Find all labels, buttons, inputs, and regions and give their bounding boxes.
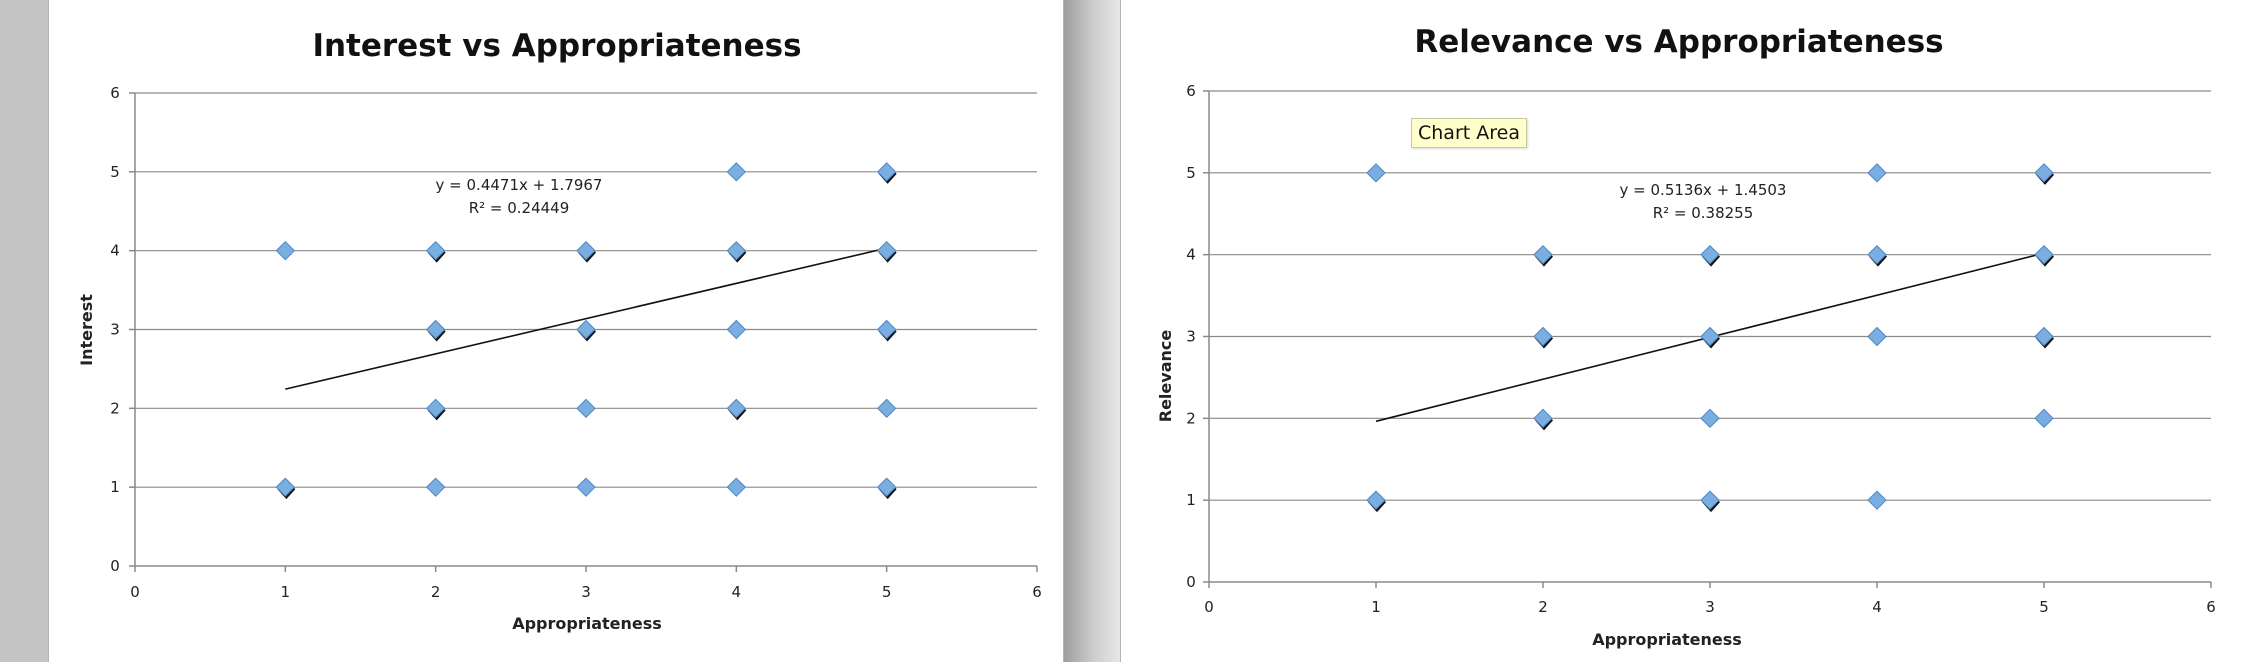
y-tick-label: 2 <box>1186 409 1196 427</box>
axes <box>1203 90 2212 588</box>
y-tick-label: 0 <box>110 557 120 575</box>
x-tick-label: 1 <box>1371 598 1381 616</box>
data-point[interactable] <box>726 477 747 497</box>
data-point[interactable] <box>876 319 897 342</box>
data-point[interactable] <box>1867 490 1887 510</box>
trendline[interactable] <box>285 247 887 390</box>
data-point[interactable] <box>726 319 747 340</box>
x-tick-label: 0 <box>1204 598 1214 616</box>
y-tick-label: 3 <box>110 321 120 339</box>
data-point[interactable] <box>1366 490 1386 513</box>
data-point[interactable] <box>2034 163 2054 185</box>
data-point[interactable] <box>1366 163 1386 183</box>
x-tick-label: 2 <box>1538 598 1548 616</box>
trendline-r-squared: R² = 0.24449 <box>469 199 570 217</box>
x-tick-label: 6 <box>2206 598 2216 616</box>
gridlines <box>135 92 1037 488</box>
x-tick-label: 0 <box>130 583 140 601</box>
chart-panel-relevance[interactable]: Relevance vs Appropriateness 0 1 2 3 4 5 6 0 1 2… <box>1120 0 2242 662</box>
relevance-scatter-chart[interactable]: Relevance vs Appropriateness 0 1 2 3 4 5 6 0 1 2… <box>1121 0 2242 662</box>
x-tick-label: 2 <box>431 583 441 601</box>
data-point[interactable] <box>1867 326 1887 347</box>
data-point[interactable] <box>425 477 446 497</box>
chart-panel-interest[interactable]: Interest vs Appropriateness 0 1 2 3 4 5 6 0 1 2 3… <box>48 0 1064 662</box>
x-tick-label: 4 <box>732 583 742 601</box>
data-point[interactable] <box>425 240 446 263</box>
x-axis-label: Appropriateness <box>512 614 662 633</box>
x-tick-labels: 0 1 2 3 4 5 6 <box>130 583 1042 601</box>
data-point[interactable] <box>726 162 747 182</box>
data-point[interactable] <box>425 319 446 342</box>
y-tick-label: 5 <box>110 163 120 181</box>
y-tick-label: 3 <box>1186 328 1196 346</box>
trendline-equation: y = 0.4471x + 1.7967 <box>436 176 603 194</box>
x-axis-label: Appropriateness <box>1592 630 1742 649</box>
chart-title: Interest vs Appropriateness <box>312 28 801 64</box>
y-tick-label: 1 <box>110 478 120 496</box>
data-point[interactable] <box>1533 326 1553 349</box>
x-tick-label: 3 <box>1705 598 1715 616</box>
data-point[interactable] <box>275 477 296 500</box>
trendline-equation: y = 0.5136x + 1.4503 <box>1620 181 1787 199</box>
data-point[interactable] <box>1700 490 1720 513</box>
data-point[interactable] <box>1700 408 1720 429</box>
y-tick-labels: 0 1 2 3 4 5 6 <box>1186 82 1196 591</box>
window-divider <box>1064 0 1120 662</box>
x-tick-label: 1 <box>281 583 291 601</box>
data-point[interactable] <box>1867 163 1887 183</box>
data-point[interactable] <box>425 398 446 421</box>
data-point[interactable] <box>2034 408 2054 429</box>
data-points[interactable] <box>1366 163 2054 513</box>
y-axis-label: Relevance <box>1156 330 1175 423</box>
gridlines <box>1209 90 2211 501</box>
data-point[interactable] <box>876 162 897 184</box>
data-point[interactable] <box>1533 408 1553 431</box>
data-point[interactable] <box>2034 244 2054 267</box>
y-tick-label: 4 <box>110 242 120 260</box>
x-tick-label: 4 <box>1872 598 1882 616</box>
y-tick-label: 0 <box>1186 573 1196 591</box>
y-tick-label: 1 <box>1186 491 1196 509</box>
window-background <box>0 0 48 662</box>
data-point[interactable] <box>576 319 596 342</box>
y-tick-label: 6 <box>1186 82 1196 100</box>
x-tick-label: 6 <box>1032 583 1042 601</box>
interest-scatter-chart[interactable]: Interest vs Appropriateness 0 1 2 3 4 5 6 0 1 2 3… <box>49 0 1065 662</box>
data-point[interactable] <box>876 477 897 500</box>
data-point[interactable] <box>576 477 596 497</box>
data-point[interactable] <box>275 240 296 261</box>
chart-title: Relevance vs Appropriateness <box>1414 24 1943 60</box>
data-point[interactable] <box>1700 244 1720 267</box>
chart-area-tooltip: Chart Area <box>1411 118 1527 148</box>
y-tick-label: 6 <box>110 84 120 102</box>
data-point[interactable] <box>1867 244 1887 267</box>
y-tick-label: 2 <box>110 399 120 417</box>
x-tick-label: 5 <box>2039 598 2049 616</box>
data-point[interactable] <box>576 398 596 419</box>
x-tick-label: 3 <box>581 583 591 601</box>
y-axis-label: Interest <box>77 294 96 366</box>
data-point[interactable] <box>876 240 897 263</box>
data-point[interactable] <box>2034 326 2054 349</box>
data-point[interactable] <box>726 398 747 421</box>
data-point[interactable] <box>876 398 897 419</box>
data-point[interactable] <box>576 240 596 263</box>
y-tick-label: 4 <box>1186 246 1196 264</box>
y-tick-labels: 0 1 2 3 4 5 6 <box>110 84 120 575</box>
data-points[interactable] <box>275 162 897 500</box>
data-point[interactable] <box>1533 244 1553 267</box>
x-tick-label: 5 <box>882 583 892 601</box>
x-tick-labels: 0 1 2 3 4 5 6 <box>1204 598 2216 616</box>
data-point[interactable] <box>726 240 747 263</box>
axes <box>129 92 1038 572</box>
y-tick-label: 5 <box>1186 164 1196 182</box>
data-point[interactable] <box>1700 326 1720 349</box>
trendline-r-squared: R² = 0.38255 <box>1653 204 1754 222</box>
